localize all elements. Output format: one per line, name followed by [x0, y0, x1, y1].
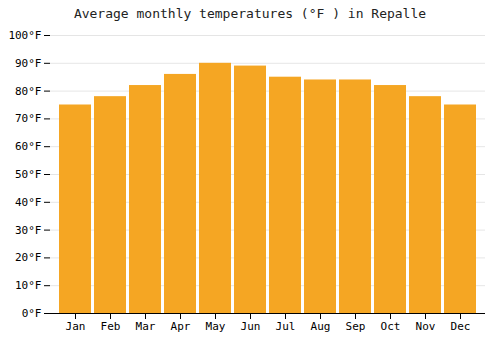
svg-text:Mar: Mar — [136, 320, 156, 333]
svg-text:Aug: Aug — [311, 320, 331, 333]
svg-text:Sep: Sep — [346, 320, 366, 333]
svg-text:70°F: 70°F — [15, 112, 42, 125]
html-text:Average monthly temperatures (: Average monthly temperatures (°F ) in Re… — [73, 6, 427, 21]
svg-text:Oct: Oct — [381, 320, 401, 333]
svg-text:Jun: Jun — [241, 320, 261, 333]
svg-text:30°F: 30°F — [15, 224, 42, 237]
svg-text:Dec: Dec — [451, 320, 471, 333]
svg-text:20°F: 20°F — [15, 251, 42, 264]
svg-text:40°F: 40°F — [15, 196, 42, 209]
svg-text:50°F: 50°F — [15, 168, 42, 181]
svg-text:May: May — [206, 320, 226, 333]
svg-text:Feb: Feb — [101, 320, 121, 333]
svg-text:Jul: Jul — [276, 320, 296, 333]
svg-text:80°F: 80°F — [15, 85, 42, 98]
svg-text:0°F: 0°F — [22, 307, 42, 320]
svg-text:10°F: 10°F — [15, 279, 42, 292]
svg-text:Apr: Apr — [171, 320, 191, 333]
svg-text:90°F: 90°F — [15, 57, 42, 70]
svg-text:Jan: Jan — [66, 320, 86, 333]
svg-text:100°F: 100°F — [8, 29, 41, 42]
svg-text:Nov: Nov — [416, 320, 436, 333]
svg-text:60°F: 60°F — [15, 140, 42, 153]
